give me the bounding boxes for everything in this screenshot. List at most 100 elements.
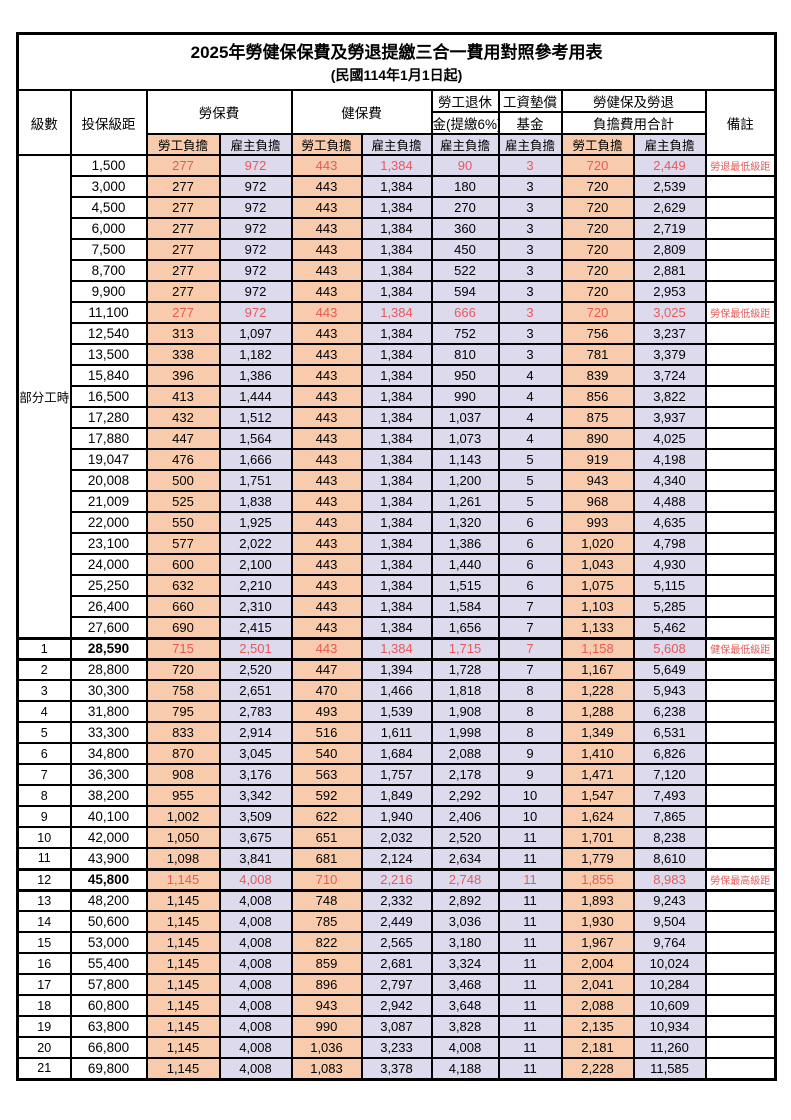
bracket-cell: 9,900 <box>69 280 148 303</box>
table-row: 7,500 277 972 443 1,384 450 3 720 2,809 <box>18 238 777 261</box>
bracket-cell: 31,800 <box>69 700 148 723</box>
value-cell: 795 <box>145 700 221 723</box>
value-cell: 1,020 <box>560 532 635 555</box>
table-row: 24,000 600 2,100 443 1,384 1,440 6 1,043 4,930 <box>18 553 777 576</box>
bracket-cell: 60,800 <box>69 994 148 1017</box>
table-row: 19,047 476 1,666 443 1,384 1,143 5 919 4,198 <box>18 448 777 471</box>
value-cell: 1,167 <box>560 658 635 681</box>
value-cell: 1,050 <box>145 826 221 849</box>
table-row: 20,008 500 1,751 443 1,384 1,200 5 943 4,340 <box>18 469 777 492</box>
value-cell: 1,384 <box>360 322 433 345</box>
value-cell: 443 <box>290 175 363 198</box>
value-cell: 1,037 <box>430 406 500 429</box>
table-row: 2 28,800 720 2,520 447 1,394 1,728 7 1,167 5,649 <box>16 658 777 681</box>
value-cell: 8,610 <box>632 847 707 870</box>
bracket-cell: 38,200 <box>69 784 148 807</box>
title-cell: 2025年勞健保保費及勞退提繳三合一費用對照參考用表 (民國114年1月1日起) <box>16 32 777 91</box>
value-cell: 3,025 <box>632 301 707 324</box>
table-row: 26,400 660 2,310 443 1,384 1,584 7 1,103 5,285 <box>18 595 777 618</box>
value-cell: 1,182 <box>218 343 293 366</box>
value-cell: 1,043 <box>560 553 635 576</box>
value-cell: 2,100 <box>218 553 293 576</box>
value-cell: 443 <box>290 448 363 471</box>
value-cell: 1,779 <box>560 847 635 870</box>
value-cell: 839 <box>560 364 635 387</box>
col-header-remark: 備註 <box>704 89 777 156</box>
level-cell: 18 <box>16 994 72 1017</box>
value-cell: 2,565 <box>360 931 433 954</box>
bracket-cell: 40,100 <box>69 805 148 828</box>
value-cell: 443 <box>290 636 363 661</box>
bracket-cell: 63,800 <box>69 1015 148 1038</box>
value-cell: 2,292 <box>430 784 500 807</box>
value-cell: 859 <box>290 952 363 975</box>
bracket-cell: 8,700 <box>69 259 148 282</box>
value-cell: 3,675 <box>218 826 293 849</box>
table-row: 11,100 277 972 443 1,384 666 3 720 3,025 勞保最低級距 <box>18 301 777 324</box>
value-cell: 968 <box>560 490 635 513</box>
remark-cell <box>704 448 777 471</box>
value-cell: 396 <box>145 364 221 387</box>
value-cell: 1,893 <box>560 889 635 912</box>
value-cell: 9,764 <box>632 931 707 954</box>
value-cell: 748 <box>290 889 363 912</box>
value-cell: 2,210 <box>218 574 293 597</box>
value-cell: 1,818 <box>430 679 500 702</box>
level-cell: 20 <box>16 1036 72 1059</box>
value-cell: 720 <box>560 154 635 177</box>
value-cell: 2,501 <box>218 636 293 661</box>
value-cell: 1,384 <box>360 553 433 576</box>
value-cell: 1,384 <box>360 511 433 534</box>
value-cell: 522 <box>430 259 500 282</box>
value-cell: 2,783 <box>218 700 293 723</box>
value-cell: 1,384 <box>360 427 433 450</box>
table-row: 11 43,900 1,098 3,841 681 2,124 2,634 11 1,779 8,… <box>16 847 777 870</box>
value-cell: 10,024 <box>632 952 707 975</box>
value-cell: 972 <box>218 175 293 198</box>
remark-cell: 勞保最低級距 <box>704 301 777 324</box>
value-cell: 5,943 <box>632 679 707 702</box>
value-cell: 11 <box>497 973 563 996</box>
value-cell: 443 <box>290 469 363 492</box>
value-cell: 443 <box>290 364 363 387</box>
subheader-labor-employer: 雇主負擔 <box>218 133 293 156</box>
remark-cell <box>704 1015 777 1038</box>
value-cell: 8 <box>497 700 563 723</box>
value-cell: 943 <box>290 994 363 1017</box>
value-cell: 1,684 <box>360 742 433 765</box>
value-cell: 875 <box>560 406 635 429</box>
value-cell: 10,934 <box>632 1015 707 1038</box>
value-cell: 8 <box>497 721 563 744</box>
value-cell: 443 <box>290 532 363 555</box>
value-cell: 540 <box>290 742 363 765</box>
table-row: 4,500 277 972 443 1,384 270 3 720 2,629 <box>18 196 777 219</box>
bracket-cell: 34,800 <box>69 742 148 765</box>
level-cell: 15 <box>16 931 72 954</box>
value-cell: 1,564 <box>218 427 293 450</box>
subheader-labor-employee: 勞工負擔 <box>145 133 221 156</box>
value-cell: 1,384 <box>360 469 433 492</box>
value-cell: 3,378 <box>360 1057 433 1080</box>
value-cell: 443 <box>290 217 363 240</box>
value-cell: 443 <box>290 490 363 513</box>
value-cell: 1,145 <box>145 973 221 996</box>
value-cell: 9 <box>497 742 563 765</box>
col-header-bracket: 投保級距 <box>69 89 148 156</box>
table-row: 17 57,800 1,145 4,008 896 2,797 3,468 11 2,041 10… <box>16 973 777 996</box>
value-cell: 1,384 <box>360 448 433 471</box>
value-cell: 11 <box>497 1015 563 1038</box>
level-cell: 17 <box>16 973 72 996</box>
table-row: 23,100 577 2,022 443 1,384 1,386 6 1,020 4,798 <box>18 532 777 555</box>
value-cell: 2,748 <box>430 867 500 892</box>
value-cell: 1,849 <box>360 784 433 807</box>
value-cell: 443 <box>290 238 363 261</box>
value-cell: 870 <box>145 742 221 765</box>
value-cell: 1,384 <box>360 490 433 513</box>
value-cell: 11 <box>497 826 563 849</box>
value-cell: 443 <box>290 154 363 177</box>
value-cell: 1,200 <box>430 469 500 492</box>
value-cell: 443 <box>290 301 363 324</box>
col-header-total-line2: 負擔費用合計 <box>560 111 707 135</box>
bracket-cell: 22,000 <box>69 511 148 534</box>
value-cell: 10,609 <box>632 994 707 1017</box>
